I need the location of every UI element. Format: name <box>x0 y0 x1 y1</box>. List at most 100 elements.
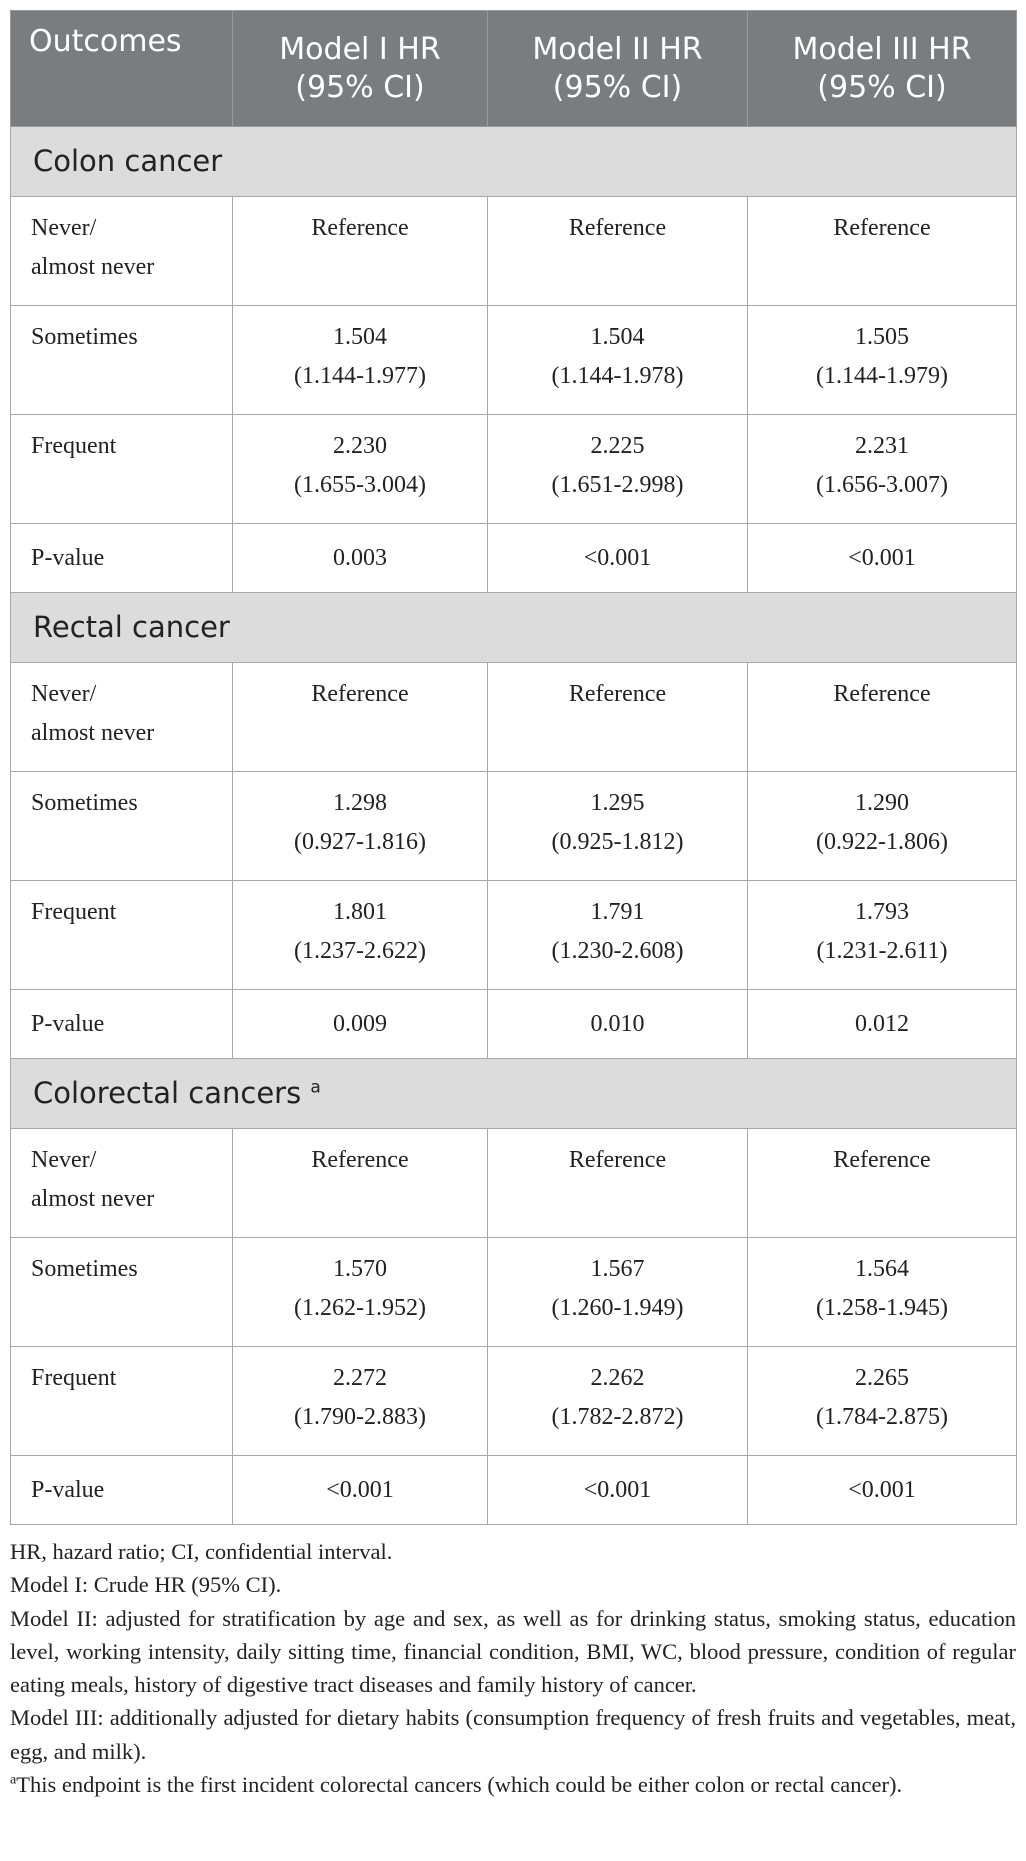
confidence-interval-value: (1.230-2.608) <box>551 938 684 964</box>
table-row: P-value 0.003 <0.001 <0.001 <box>10 523 1017 593</box>
table-cell: 1.290 (0.922-1.806) <box>747 771 1017 881</box>
table-cell: 2.230 (1.655-3.004) <box>232 414 488 524</box>
hazard-ratio-value: 1.791 <box>590 899 645 925</box>
table-cell: 2.272 (1.790-2.883) <box>232 1346 488 1456</box>
section-title-text: Rectal cancer <box>33 610 230 644</box>
confidence-interval-value: (1.790-2.883) <box>294 1404 426 1430</box>
table-cell: 1.505 (1.144-1.979) <box>747 305 1017 415</box>
row-label-line1: P-value <box>31 1477 105 1503</box>
header-label: Model II HR <box>532 31 703 67</box>
table-cell: <0.001 <box>487 1455 748 1525</box>
hazard-ratio-value: 0.010 <box>590 1011 645 1037</box>
confidence-interval-value: (0.925-1.812) <box>551 829 684 855</box>
hazard-ratio-table: Outcomes Model I HR (95% CI) Model II HR(… <box>10 10 1017 1525</box>
table-cell: <0.001 <box>747 523 1017 593</box>
row-label-line1: Never/ <box>31 681 97 707</box>
row-label-line1: Sometimes <box>31 324 138 350</box>
table-cell: Reference <box>487 196 748 306</box>
table-cell: 1.801 (1.237-2.622) <box>232 880 488 990</box>
hazard-ratio-value: <0.001 <box>583 1477 652 1503</box>
header-label: Model I HR <box>279 31 441 67</box>
hazard-ratio-value: 0.003 <box>333 545 387 571</box>
hazard-ratio-value: 1.505 <box>855 324 909 350</box>
row-label: P-value <box>10 989 233 1059</box>
hazard-ratio-value: Reference <box>833 681 931 707</box>
header-model-3: Model III HR (95% CI) <box>747 10 1017 127</box>
table-header: Outcomes Model I HR (95% CI) Model II HR(… <box>10 10 1017 127</box>
row-label-line2: almost never <box>31 720 155 746</box>
row-label-line1: Sometimes <box>31 1256 138 1282</box>
hazard-ratio-value: 2.262 <box>590 1365 645 1391</box>
section-superscript: a <box>310 1077 321 1098</box>
confidence-interval-value: (1.651-2.998) <box>551 472 684 498</box>
row-label-line1: Frequent <box>31 1365 117 1391</box>
table-cell: Reference <box>232 662 488 772</box>
note-abbreviations: HR, hazard ratio; CI, confidential inter… <box>10 1539 393 1564</box>
hazard-ratio-value: 1.504 <box>333 324 387 350</box>
hazard-ratio-value: 1.298 <box>333 790 387 816</box>
table-cell: 1.570 (1.262-1.952) <box>232 1237 488 1347</box>
table-row: Frequent 2.230 (1.655-3.004) 2.225 (1.651-2.… <box>10 414 1017 524</box>
confidence-interval-value: (1.231-2.611) <box>816 938 948 964</box>
header-label: Model III HR <box>792 31 972 67</box>
header-label: Outcomes <box>29 24 182 59</box>
table-cell: 1.567 (1.260-1.949) <box>487 1237 748 1347</box>
row-label: Frequent <box>10 880 233 990</box>
header-sublabel: (95% CI) <box>817 69 947 105</box>
table-cell: 1.791 (1.230-2.608) <box>487 880 748 990</box>
confidence-interval-value: (0.927-1.816) <box>294 829 426 855</box>
table-cell: 0.009 <box>232 989 488 1059</box>
hazard-ratio-value: Reference <box>568 681 667 707</box>
hazard-ratio-value: 0.009 <box>333 1011 387 1037</box>
hazard-ratio-value: <0.001 <box>583 545 652 571</box>
note-footnote: aThis endpoint is the first incident col… <box>10 1768 1016 1801</box>
confidence-interval-value: (1.784-2.875) <box>816 1404 948 1430</box>
row-label-line1: Never/ <box>31 1147 97 1173</box>
table-cell: 1.504 (1.144-1.978) <box>487 305 748 415</box>
hazard-ratio-value: 1.570 <box>333 1256 387 1282</box>
section-row: Colon cancer <box>10 126 1017 197</box>
table-cell: 2.265 (1.784-2.875) <box>747 1346 1017 1456</box>
hazard-ratio-value: 1.290 <box>855 790 909 816</box>
hazard-ratio-value: Reference <box>833 1147 931 1173</box>
hazard-ratio-value: 2.231 <box>855 433 909 459</box>
table-row: Never/almost never Reference Reference Refe… <box>10 196 1017 306</box>
table-row: Sometimes 1.298 (0.927-1.816) 1.295 (0.925-1… <box>10 771 1017 881</box>
hazard-ratio-value: 2.230 <box>333 433 387 459</box>
row-label: Never/almost never <box>10 662 233 772</box>
hazard-ratio-value: 1.295 <box>590 790 645 816</box>
section-title: Colon cancer <box>10 126 1017 197</box>
table-cell: Reference <box>747 1128 1017 1238</box>
table-cell: 1.295 (0.925-1.812) <box>487 771 748 881</box>
hazard-ratio-value: Reference <box>833 215 931 241</box>
confidence-interval-value: (1.258-1.945) <box>816 1295 948 1321</box>
table-body: Colon cancer Never/almost never Reference… <box>10 126 1017 1525</box>
hazard-ratio-value: 2.265 <box>855 1365 909 1391</box>
confidence-interval-value: (1.237-2.622) <box>294 938 426 964</box>
confidence-interval-value: (1.260-1.949) <box>551 1295 684 1321</box>
note-model-2: Model II: adjusted for stratification by… <box>10 1605 1016 1698</box>
table-row: Frequent 1.801 (1.237-2.622) 1.791 (1.230-2.… <box>10 880 1017 990</box>
table-row: Never/almost never Reference Reference Refe… <box>10 1128 1017 1238</box>
hazard-ratio-value: 2.272 <box>333 1365 387 1391</box>
table-cell: <0.001 <box>232 1455 488 1525</box>
header-model-2: Model II HR (95% CI) <box>487 10 748 127</box>
table-row: P-value 0.009 0.010 0.012 <box>10 989 1017 1059</box>
table-cell: Reference <box>747 662 1017 772</box>
confidence-interval-value: (1.656-3.007) <box>816 472 948 498</box>
table-cell: Reference <box>747 196 1017 306</box>
header-row: Outcomes Model I HR (95% CI) Model II HR(… <box>10 10 1017 127</box>
table-cell: Reference <box>487 1128 748 1238</box>
hazard-ratio-value: 1.564 <box>855 1256 909 1282</box>
header-sublabel: (95% CI) <box>552 69 683 105</box>
table-cell: 0.010 <box>487 989 748 1059</box>
confidence-interval-value: (1.782-2.872) <box>551 1404 684 1430</box>
row-label: Frequent <box>10 1346 233 1456</box>
row-label: Sometimes <box>10 771 233 881</box>
table-cell: <0.001 <box>747 1455 1017 1525</box>
table-cell: 1.564 (1.258-1.945) <box>747 1237 1017 1347</box>
hazard-ratio-value: 1.504 <box>590 324 645 350</box>
footnote-mark: a <box>10 1772 17 1788</box>
confidence-interval-value: (1.144-1.977) <box>294 363 426 389</box>
row-label-line1: Frequent <box>31 899 117 925</box>
